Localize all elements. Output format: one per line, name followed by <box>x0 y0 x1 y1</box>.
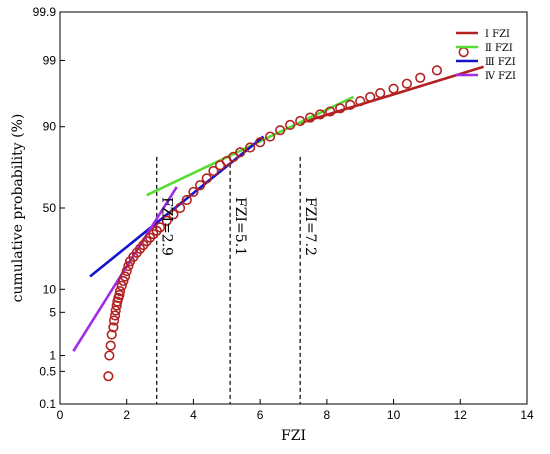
x-tick-label: 8 <box>324 408 331 422</box>
data-point <box>108 315 120 326</box>
y-tick-label: 10 <box>43 282 57 296</box>
data-point <box>458 47 469 58</box>
y-axis-title: cumulative probability (%) <box>10 114 26 303</box>
y-tick-label: 5 <box>49 305 56 319</box>
data-point <box>151 225 162 236</box>
data-point <box>188 186 199 198</box>
data-point <box>208 165 219 177</box>
data-point <box>325 106 336 117</box>
data-point <box>103 371 114 382</box>
data-point <box>109 310 121 321</box>
data-point <box>181 194 192 206</box>
data-point <box>116 280 127 291</box>
data-point <box>201 173 212 184</box>
data-point <box>245 142 256 153</box>
data-point <box>335 103 346 114</box>
data-point <box>265 131 276 142</box>
data-point <box>305 112 316 123</box>
x-axis-ticks: 0 2 4 6 8 10 12 14 <box>57 399 534 422</box>
data-point <box>415 72 426 83</box>
data-point <box>365 91 376 103</box>
data-point <box>431 65 443 76</box>
vline-label: FZI=5.1 <box>232 197 248 256</box>
data-point <box>118 275 129 287</box>
vline-label: FZI=7.2 <box>302 197 318 256</box>
legend-label: Ⅰ FZI <box>485 29 510 40</box>
x-tick-label: 4 <box>190 408 197 422</box>
y-tick-label: 99.9 <box>33 5 57 19</box>
data-point <box>401 78 413 89</box>
y-axis-ticks: 0.1 0.51 5 10 50 90 99 99.9 <box>33 5 65 411</box>
data-point <box>168 209 179 220</box>
data-point <box>375 87 386 99</box>
y-tick-label: 0.1 <box>39 397 56 411</box>
data-point <box>104 350 115 361</box>
y-tick-label: 50 <box>43 201 57 215</box>
data-point <box>295 115 306 127</box>
vline-label: FZI=2.9 <box>159 197 175 256</box>
x-tick-label: 2 <box>123 408 130 422</box>
y-tick-label: 0.5 <box>39 364 56 378</box>
vlines-layer <box>156 156 301 404</box>
data-point <box>228 151 239 162</box>
legend: Ⅰ FZI Ⅱ FZI Ⅲ FZI Ⅳ FZI <box>456 29 516 82</box>
fit-line <box>299 65 485 125</box>
legend-label: Ⅱ FZI <box>485 43 513 54</box>
fit-lines-layer <box>72 65 485 352</box>
plot-frame <box>59 11 528 405</box>
data-point <box>119 271 131 282</box>
data-point <box>388 83 399 94</box>
data-point <box>355 96 366 107</box>
data-point <box>121 265 132 277</box>
x-tick-label: 6 <box>257 408 264 422</box>
vline-labels-layer: FZI=2.9 FZI=5.1 FZI=7.2 <box>159 197 318 256</box>
data-point <box>315 109 326 120</box>
data-point <box>108 322 119 333</box>
x-tick-label: 0 <box>57 408 64 422</box>
scatter-points-layer <box>103 47 469 382</box>
data-point <box>154 222 166 233</box>
data-point <box>235 147 246 158</box>
x-axis-title: FZI <box>281 428 306 444</box>
legend-label: Ⅳ FZI <box>485 71 516 82</box>
legend-label: Ⅲ FZI <box>485 57 516 68</box>
data-point <box>255 137 266 148</box>
y-tick-label: 1 <box>49 349 56 363</box>
data-point <box>174 202 186 214</box>
y-tick-label: 90 <box>43 120 57 134</box>
data-point <box>114 289 125 301</box>
data-point <box>195 180 206 191</box>
data-point <box>345 99 356 110</box>
x-tick-label: 12 <box>454 408 468 422</box>
x-tick-label: 14 <box>520 408 534 422</box>
data-point <box>114 286 126 297</box>
data-point <box>105 340 116 351</box>
x-tick-label: 10 <box>387 408 401 422</box>
data-point <box>275 125 286 136</box>
data-point <box>285 119 296 130</box>
data-point <box>123 260 134 272</box>
data-point <box>161 215 172 226</box>
data-point <box>106 329 117 340</box>
y-tick-label: 99 <box>43 53 57 67</box>
